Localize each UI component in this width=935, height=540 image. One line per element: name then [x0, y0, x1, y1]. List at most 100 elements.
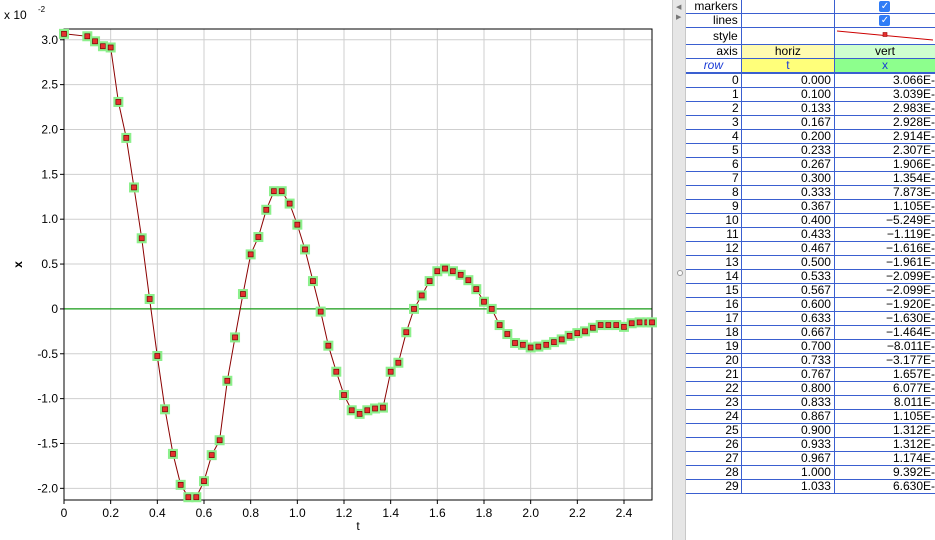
data-point[interactable]	[177, 481, 184, 488]
x-cell[interactable]: 8.011E-	[834, 395, 935, 410]
t-cell[interactable]: 0.467	[741, 241, 835, 256]
table-row[interactable]: 3 0.167 2.928E-	[686, 115, 935, 130]
data-point[interactable]	[411, 306, 417, 312]
row-column-header[interactable]: row	[686, 58, 742, 74]
t-cell[interactable]: 0.000	[741, 73, 835, 88]
collapse-right-arrow-icon[interactable]: ▶	[676, 14, 682, 21]
t-cell[interactable]: 1.000	[741, 465, 835, 480]
table-row[interactable]: 14 0.533 −2.099E-	[686, 269, 935, 284]
t-cell[interactable]: 0.967	[741, 451, 835, 466]
row-number-cell[interactable]: 9	[686, 199, 742, 214]
data-point[interactable]	[115, 99, 122, 105]
data-point[interactable]	[138, 235, 145, 242]
x-cell[interactable]: 1.312E-	[834, 437, 935, 452]
row-number-cell[interactable]: 18	[686, 325, 742, 340]
lines-checkbox[interactable]: ✓	[834, 13, 935, 28]
data-point[interactable]	[84, 33, 91, 40]
data-point[interactable]	[574, 330, 581, 336]
x-cell[interactable]: −1.920E-	[834, 297, 935, 312]
x-cell[interactable]: 1.105E-	[834, 409, 935, 424]
data-point[interactable]	[512, 340, 518, 346]
data-point[interactable]	[465, 277, 472, 284]
row-number-cell[interactable]: 3	[686, 115, 742, 130]
t-cell[interactable]: 0.900	[741, 423, 835, 438]
data-point[interactable]	[372, 405, 378, 412]
data-point[interactable]	[317, 308, 324, 315]
t-cell[interactable]: 0.100	[741, 87, 835, 102]
row-number-cell[interactable]: 6	[686, 157, 742, 172]
table-row[interactable]: 16 0.600 −1.920E-	[686, 297, 935, 312]
data-point[interactable]	[92, 38, 98, 45]
x-cell[interactable]: −1.630E-	[834, 311, 935, 326]
x-cell[interactable]: −2.099E-	[834, 283, 935, 298]
table-row[interactable]: 10 0.400 −5.249E-	[686, 213, 935, 228]
t-cell[interactable]: 0.700	[741, 339, 835, 354]
row-number-cell[interactable]: 21	[686, 367, 742, 382]
data-point[interactable]	[131, 184, 137, 191]
data-point[interactable]	[325, 342, 332, 349]
table-row[interactable]: 8 0.333 7.873E-	[686, 185, 935, 200]
row-number-cell[interactable]: 17	[686, 311, 742, 326]
data-point[interactable]	[100, 43, 106, 50]
data-point[interactable]	[527, 344, 534, 351]
collapse-left-arrow-icon[interactable]: ◀	[676, 4, 682, 11]
data-point[interactable]	[434, 268, 441, 275]
data-point[interactable]	[590, 324, 596, 331]
row-number-cell[interactable]: 25	[686, 423, 742, 438]
data-point[interactable]	[628, 320, 635, 327]
table-row[interactable]: 11 0.433 −1.119E-	[686, 227, 935, 242]
data-point[interactable]	[185, 494, 192, 501]
data-point[interactable]	[403, 329, 410, 336]
data-point[interactable]	[504, 331, 511, 337]
table-row[interactable]: 7 0.300 1.354E-	[686, 171, 935, 186]
x-cell[interactable]: 9.392E-	[834, 465, 935, 480]
x-cell[interactable]: 2.928E-	[834, 115, 935, 130]
x-cell[interactable]: −2.099E-	[834, 269, 935, 284]
table-row[interactable]: 23 0.833 8.011E-	[686, 395, 935, 410]
table-row[interactable]: 13 0.500 −1.961E-	[686, 255, 935, 270]
t-cell[interactable]: 0.500	[741, 255, 835, 270]
data-point[interactable]	[418, 292, 425, 299]
table-row[interactable]: 28 1.000 9.392E-	[686, 465, 935, 480]
table-row[interactable]: 5 0.233 2.307E-	[686, 143, 935, 158]
table-row[interactable]: 2 0.133 2.983E-	[686, 101, 935, 116]
row-number-cell[interactable]: 29	[686, 479, 742, 494]
x-cell[interactable]: 1.105E-	[834, 199, 935, 214]
data-point[interactable]	[341, 392, 347, 398]
splitter-handle-icon[interactable]	[677, 270, 683, 276]
checkmark-icon[interactable]: ✓	[879, 15, 891, 27]
table-row[interactable]: 9 0.367 1.105E-	[686, 199, 935, 214]
x-cell[interactable]: 1.312E-	[834, 423, 935, 438]
data-point[interactable]	[481, 298, 487, 305]
table-row[interactable]: 19 0.700 −8.011E-	[686, 339, 935, 354]
t-cell[interactable]: 0.933	[741, 437, 835, 452]
data-point[interactable]	[310, 278, 316, 284]
data-point[interactable]	[566, 332, 573, 339]
data-point[interactable]	[442, 265, 448, 272]
t-cell[interactable]: 0.867	[741, 409, 835, 424]
axis-horiz-cell[interactable]: horiz	[741, 44, 835, 59]
data-point[interactable]	[535, 343, 542, 350]
x-cell[interactable]: 6.077E-	[834, 381, 935, 396]
row-number-cell[interactable]: 7	[686, 171, 742, 186]
x-cell[interactable]: −3.177E-	[834, 353, 935, 368]
row-number-cell[interactable]: 10	[686, 213, 742, 228]
data-point[interactable]	[154, 353, 161, 359]
data-point[interactable]	[496, 322, 503, 328]
plot-panel[interactable]: 0 0.2 0.4 0.6 0.8 1.0 1.2 1.4 1.6 1.8 2.0 2.2 2.4 -2.…	[0, 0, 672, 540]
data-point[interactable]	[450, 268, 456, 275]
table-row[interactable]: 18 0.667 −1.464E-	[686, 325, 935, 340]
data-point[interactable]	[426, 278, 433, 284]
t-cell[interactable]: 0.333	[741, 185, 835, 200]
t-cell[interactable]: 0.133	[741, 101, 835, 116]
axis-vert-cell[interactable]: vert	[834, 44, 935, 59]
row-number-cell[interactable]: 26	[686, 437, 742, 452]
t-cell[interactable]: 0.233	[741, 143, 835, 158]
data-point[interactable]	[162, 406, 168, 413]
data-point[interactable]	[380, 404, 386, 411]
data-point[interactable]	[543, 341, 550, 348]
data-point[interactable]	[170, 451, 176, 457]
x-cell[interactable]: 1.174E-	[834, 451, 935, 466]
row-number-cell[interactable]: 20	[686, 353, 742, 368]
t-cell[interactable]: 0.167	[741, 115, 835, 130]
